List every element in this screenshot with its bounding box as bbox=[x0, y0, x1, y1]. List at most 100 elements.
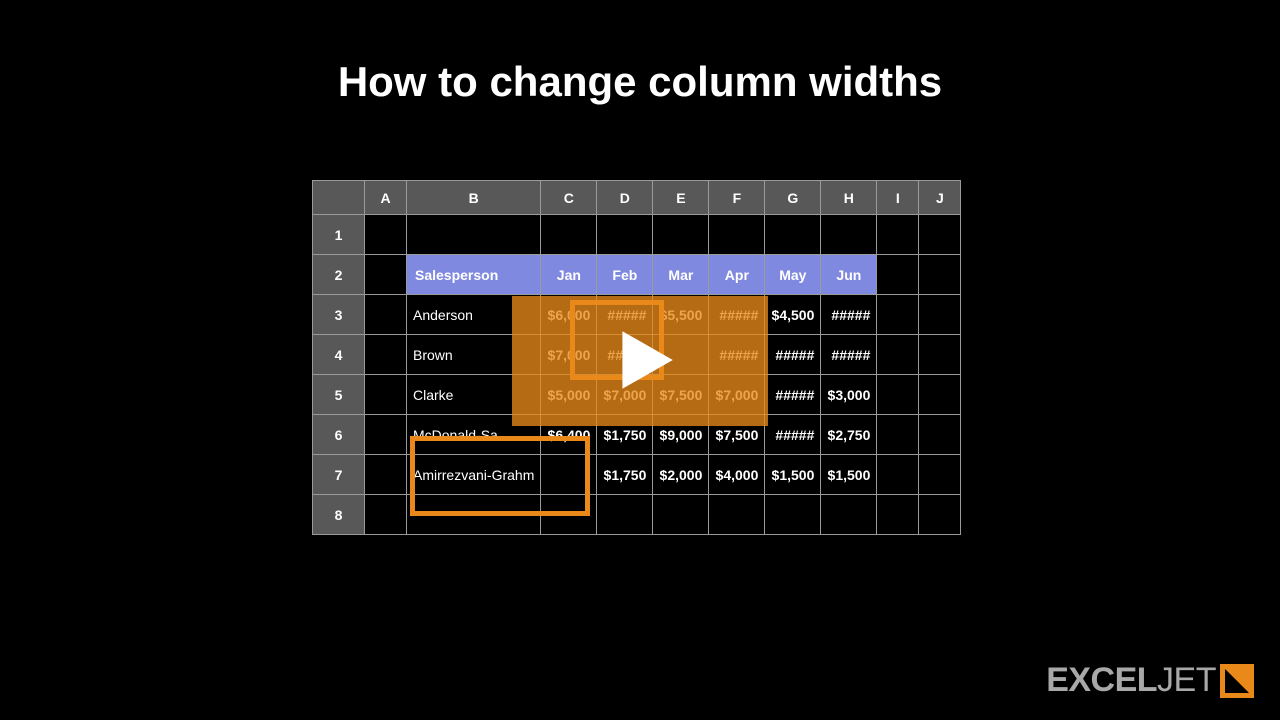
empty-cell[interactable] bbox=[541, 495, 597, 535]
empty-cell[interactable] bbox=[365, 415, 407, 455]
data-cell[interactable]: $1,500 bbox=[765, 455, 821, 495]
empty-cell[interactable] bbox=[365, 255, 407, 295]
data-cell[interactable]: ##### bbox=[709, 295, 765, 335]
data-cell[interactable]: ##### bbox=[821, 295, 877, 335]
empty-cell[interactable] bbox=[709, 495, 765, 535]
col-header[interactable]: C bbox=[541, 181, 597, 215]
empty-cell[interactable] bbox=[365, 215, 407, 255]
empty-cell[interactable] bbox=[765, 495, 821, 535]
empty-cell[interactable] bbox=[365, 455, 407, 495]
corner-cell bbox=[313, 181, 365, 215]
empty-cell[interactable] bbox=[877, 295, 919, 335]
empty-cell[interactable] bbox=[919, 375, 961, 415]
data-cell[interactable]: $4,500 bbox=[765, 295, 821, 335]
data-cell[interactable]: $9,000 bbox=[653, 415, 709, 455]
empty-cell[interactable] bbox=[365, 495, 407, 535]
logo-mark-icon bbox=[1220, 664, 1254, 698]
data-cell[interactable]: Brown bbox=[407, 335, 541, 375]
data-cell[interactable]: $2,750 bbox=[821, 415, 877, 455]
data-header-cell[interactable]: Feb bbox=[597, 255, 653, 295]
empty-cell[interactable] bbox=[877, 375, 919, 415]
empty-cell[interactable] bbox=[541, 455, 597, 495]
row-header[interactable]: 2 bbox=[313, 255, 365, 295]
row-header[interactable]: 3 bbox=[313, 295, 365, 335]
empty-cell[interactable] bbox=[821, 215, 877, 255]
empty-cell[interactable] bbox=[365, 375, 407, 415]
data-header-cell[interactable]: Jan bbox=[541, 255, 597, 295]
logo-text: EXCELJET bbox=[1046, 661, 1216, 700]
logo-text-bold: EXCEL bbox=[1046, 661, 1157, 699]
empty-cell[interactable] bbox=[821, 495, 877, 535]
empty-cell[interactable] bbox=[919, 495, 961, 535]
data-cell[interactable]: $2,000 bbox=[653, 455, 709, 495]
empty-cell[interactable] bbox=[597, 215, 653, 255]
empty-cell[interactable] bbox=[365, 295, 407, 335]
row-header[interactable]: 8 bbox=[313, 495, 365, 535]
empty-cell[interactable] bbox=[365, 335, 407, 375]
play-button[interactable] bbox=[608, 324, 680, 396]
empty-cell[interactable] bbox=[597, 495, 653, 535]
data-cell[interactable]: Anderson bbox=[407, 295, 541, 335]
data-cell[interactable]: $6,000 bbox=[541, 295, 597, 335]
row-header[interactable]: 6 bbox=[313, 415, 365, 455]
data-header-cell[interactable]: May bbox=[765, 255, 821, 295]
col-header[interactable]: H bbox=[821, 181, 877, 215]
empty-cell[interactable] bbox=[877, 455, 919, 495]
data-header-cell[interactable]: Mar bbox=[653, 255, 709, 295]
data-cell[interactable]: $4,000 bbox=[709, 455, 765, 495]
data-cell[interactable]: $7,500 bbox=[709, 415, 765, 455]
data-cell[interactable]: ##### bbox=[765, 415, 821, 455]
data-cell[interactable]: $1,750 bbox=[597, 415, 653, 455]
row-header[interactable]: 1 bbox=[313, 215, 365, 255]
data-cell[interactable]: ##### bbox=[765, 335, 821, 375]
data-cell[interactable]: Amirrezvani-Grahm bbox=[407, 455, 541, 495]
data-header-cell[interactable]: Salesperson bbox=[407, 255, 541, 295]
col-header[interactable]: I bbox=[877, 181, 919, 215]
data-cell[interactable]: ##### bbox=[765, 375, 821, 415]
data-cell[interactable]: $6,400 bbox=[541, 415, 597, 455]
empty-cell[interactable] bbox=[407, 215, 541, 255]
data-cell[interactable]: ##### bbox=[709, 335, 765, 375]
brand-logo: EXCELJET bbox=[1046, 661, 1254, 700]
empty-cell[interactable] bbox=[877, 415, 919, 455]
data-cell[interactable]: $1,750 bbox=[597, 455, 653, 495]
logo-text-light: JET bbox=[1157, 661, 1216, 699]
empty-cell[interactable] bbox=[877, 335, 919, 375]
col-header[interactable]: D bbox=[597, 181, 653, 215]
empty-cell[interactable] bbox=[919, 295, 961, 335]
row-header[interactable]: 7 bbox=[313, 455, 365, 495]
empty-cell[interactable] bbox=[919, 335, 961, 375]
empty-cell[interactable] bbox=[877, 255, 919, 295]
data-cell[interactable]: Clarke bbox=[407, 375, 541, 415]
col-header[interactable]: E bbox=[653, 181, 709, 215]
empty-cell[interactable] bbox=[765, 215, 821, 255]
empty-cell[interactable] bbox=[709, 215, 765, 255]
data-cell[interactable]: McDonald-Sa bbox=[407, 415, 541, 455]
data-cell[interactable]: $1,500 bbox=[821, 455, 877, 495]
data-cell[interactable]: $7,000 bbox=[709, 375, 765, 415]
data-cell[interactable]: $5,000 bbox=[541, 375, 597, 415]
row-header[interactable]: 4 bbox=[313, 335, 365, 375]
empty-cell[interactable] bbox=[919, 215, 961, 255]
col-header[interactable]: F bbox=[709, 181, 765, 215]
empty-cell[interactable] bbox=[407, 495, 541, 535]
col-header[interactable]: J bbox=[919, 181, 961, 215]
col-header[interactable]: B bbox=[407, 181, 541, 215]
empty-cell[interactable] bbox=[877, 215, 919, 255]
empty-cell[interactable] bbox=[919, 415, 961, 455]
data-header-cell[interactable]: Jun bbox=[821, 255, 877, 295]
empty-cell[interactable] bbox=[919, 455, 961, 495]
empty-cell[interactable] bbox=[653, 495, 709, 535]
play-icon bbox=[608, 324, 680, 396]
col-header[interactable]: G bbox=[765, 181, 821, 215]
data-cell[interactable]: ##### bbox=[821, 335, 877, 375]
data-header-cell[interactable]: Apr bbox=[709, 255, 765, 295]
empty-cell[interactable] bbox=[541, 215, 597, 255]
empty-cell[interactable] bbox=[919, 255, 961, 295]
empty-cell[interactable] bbox=[653, 215, 709, 255]
col-header[interactable]: A bbox=[365, 181, 407, 215]
empty-cell[interactable] bbox=[877, 495, 919, 535]
row-header[interactable]: 5 bbox=[313, 375, 365, 415]
data-cell[interactable]: $7,000 bbox=[541, 335, 597, 375]
data-cell[interactable]: $3,000 bbox=[821, 375, 877, 415]
